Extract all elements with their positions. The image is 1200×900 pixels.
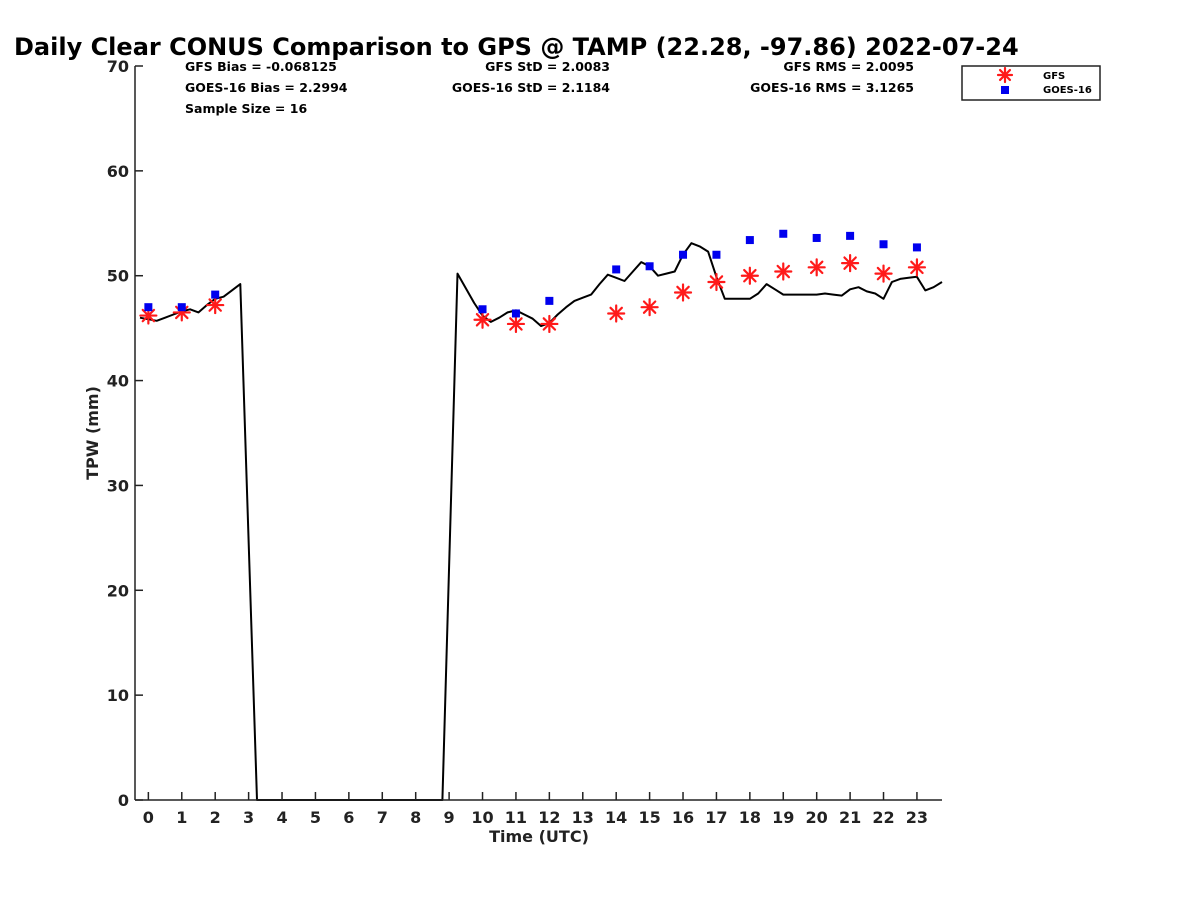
goes-16-point xyxy=(612,265,621,274)
x-tick-label: 8 xyxy=(410,808,421,827)
chart-title: Daily Clear CONUS Comparison to GPS @ TA… xyxy=(14,33,1019,61)
x-tick-label: 20 xyxy=(806,808,828,827)
x-tick-label: 9 xyxy=(444,808,455,827)
x-tick-label: 10 xyxy=(471,808,493,827)
gfs-bias-stat: GFS Bias = -0.068125 xyxy=(185,59,337,74)
gfs-std-stat: GFS StD = 2.0083 xyxy=(485,59,610,74)
gfs-point xyxy=(473,310,492,329)
gfs-point xyxy=(139,306,158,325)
goes-16-point xyxy=(144,303,153,312)
gps-tpw-line xyxy=(139,242,943,801)
x-tick-label: 5 xyxy=(310,808,321,827)
x-tick-label: 21 xyxy=(839,808,861,827)
x-tick-label: 11 xyxy=(505,808,527,827)
x-axis-label: Time (UTC) xyxy=(489,827,589,846)
goes-16-point xyxy=(511,309,520,318)
goes-16-point xyxy=(812,233,821,242)
y-tick-label: 50 xyxy=(107,267,129,286)
gfs-point xyxy=(774,262,793,281)
x-tick-label: 17 xyxy=(705,808,727,827)
goes-16-point xyxy=(645,262,654,271)
goes-16-point xyxy=(545,296,554,305)
y-tick-label: 30 xyxy=(107,476,129,495)
gfs-point xyxy=(673,283,693,302)
gfs-point xyxy=(506,314,526,334)
goes-16-point xyxy=(211,290,220,299)
x-tick-label: 18 xyxy=(739,808,761,827)
y-tick-label: 10 xyxy=(107,686,129,705)
y-tick-label: 70 xyxy=(107,57,129,76)
goes-16-point xyxy=(879,240,888,249)
gfs-point xyxy=(206,295,225,315)
sample-size-stat: Sample Size = 16 xyxy=(185,101,307,116)
gfs-point xyxy=(841,254,860,273)
y-tick-label: 40 xyxy=(107,372,129,391)
legend-asterisk xyxy=(996,66,1014,84)
x-tick-label: 23 xyxy=(906,808,928,827)
x-tick-label: 2 xyxy=(210,808,221,827)
goes-rms-stat: GOES-16 RMS = 3.1265 xyxy=(750,80,914,95)
gfs-point xyxy=(607,304,626,323)
x-tick-label: 4 xyxy=(276,808,287,827)
x-tick-label: 22 xyxy=(872,808,894,827)
gfs-point xyxy=(640,298,659,317)
y-tick-label: 20 xyxy=(107,581,129,600)
goes-16-point xyxy=(712,250,721,259)
gfs-point xyxy=(740,266,759,285)
legend-box xyxy=(961,65,1101,101)
goes-16-point xyxy=(177,303,186,312)
legend-goes-square-marker xyxy=(1001,86,1009,94)
x-tick-label: 7 xyxy=(377,808,388,827)
goes-16-point xyxy=(679,250,688,259)
legend-goes-label: GOES-16 xyxy=(1043,85,1092,96)
goes-16-point xyxy=(912,243,921,252)
gfs-point xyxy=(807,258,826,277)
goes-bias-stat: GOES-16 Bias = 2.2994 xyxy=(185,80,348,95)
x-axis-ticks: 0 1 2 3 4 5 6 7 8 9 10 11 12 13 14 15 16 17 18 19 20 21 22 23 xyxy=(143,792,928,827)
y-axis-label: TPW (mm) xyxy=(83,386,102,480)
goes-16-point xyxy=(478,305,487,314)
gfs-point xyxy=(707,272,726,292)
legend-gfs-asterisk-marker xyxy=(996,66,1014,84)
x-tick-label: 0 xyxy=(143,808,154,827)
goes-16-point xyxy=(846,231,855,240)
y-axis-ticks: 0 10 20 30 40 50 60 70 xyxy=(107,57,143,810)
goes-16-point xyxy=(779,229,788,238)
goes-16-point xyxy=(745,236,754,245)
x-tick-label: 15 xyxy=(638,808,660,827)
y-tick-label: 0 xyxy=(118,791,129,810)
x-tick-label: 1 xyxy=(176,808,187,827)
x-tick-label: 13 xyxy=(572,808,594,827)
x-tick-label: 12 xyxy=(538,808,560,827)
x-tick-label: 3 xyxy=(243,808,254,827)
gfs-point xyxy=(907,258,927,277)
x-tick-label: 6 xyxy=(343,808,354,827)
x-tick-label: 14 xyxy=(605,808,627,827)
x-tick-label: 19 xyxy=(772,808,794,827)
goes-std-stat: GOES-16 StD = 2.1184 xyxy=(452,80,610,95)
y-tick-label: 60 xyxy=(107,162,129,181)
legend-gfs-label: GFS xyxy=(1043,71,1065,82)
x-tick-label: 16 xyxy=(672,808,694,827)
gfs-point xyxy=(540,314,559,334)
gfs-rms-stat: GFS RMS = 2.0095 xyxy=(783,59,914,74)
legend: GFS GOES-16 xyxy=(961,65,1101,101)
gfs-point xyxy=(874,264,893,283)
plot-area xyxy=(139,229,943,801)
